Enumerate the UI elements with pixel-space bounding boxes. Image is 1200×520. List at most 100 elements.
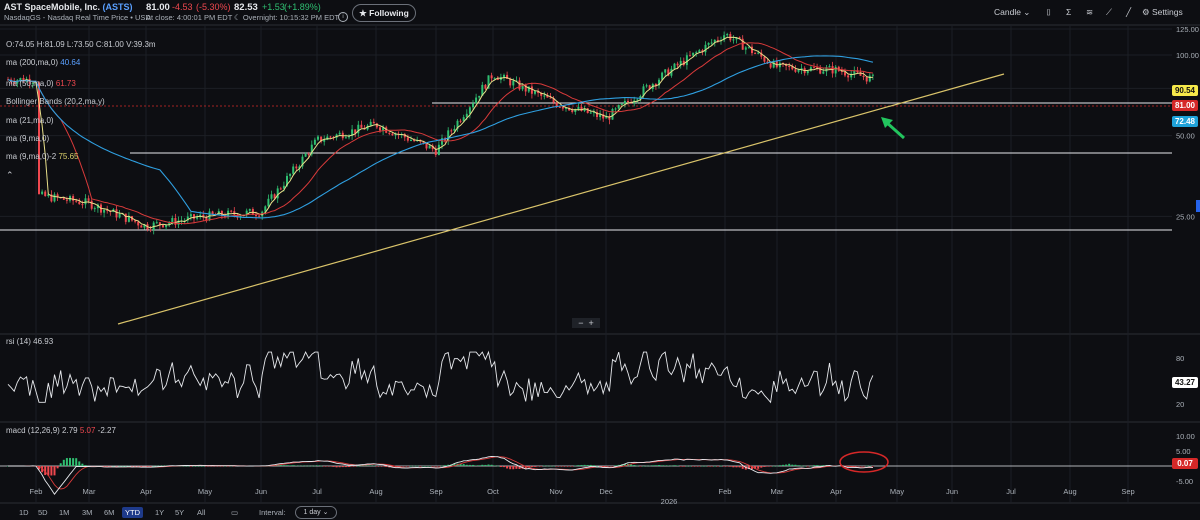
candle-body bbox=[716, 39, 719, 41]
macd-hist-bar bbox=[809, 465, 812, 467]
candle-body bbox=[707, 42, 710, 45]
macd-hist-bar bbox=[447, 464, 450, 466]
candle-body bbox=[450, 130, 453, 132]
candle-body bbox=[437, 144, 440, 156]
month-label: Oct bbox=[487, 487, 500, 496]
macd-hist-bar bbox=[546, 465, 549, 467]
legend-ma50[interactable]: ma (50,ma,0) 61.73 bbox=[6, 79, 76, 88]
macd-hist-bar bbox=[295, 465, 298, 466]
rsi-tick: 20 bbox=[1176, 400, 1184, 409]
legend-ma21[interactable]: ma (21,ma,0) bbox=[6, 116, 54, 125]
arrow-annotation bbox=[885, 120, 905, 140]
candle-body bbox=[410, 140, 412, 142]
candle-body bbox=[738, 37, 741, 39]
candle-body bbox=[267, 198, 270, 207]
price-chart[interactable]: Feb Mar Apr May Jun Jul Aug Sep Oct Nov Dec Feb Mar A… bbox=[0, 0, 1200, 505]
macd-hist-bar bbox=[227, 466, 230, 467]
candle-body bbox=[871, 74, 874, 76]
macd-hist-bar bbox=[651, 465, 654, 466]
candle-body bbox=[555, 102, 558, 107]
macd-hist-bar bbox=[152, 465, 155, 467]
tf-1d[interactable]: 1D bbox=[19, 508, 29, 517]
macd-hist-bar bbox=[816, 465, 819, 466]
drawing-icon[interactable]: ≋ bbox=[1086, 7, 1094, 17]
candle-body bbox=[307, 153, 310, 155]
candle-body bbox=[22, 78, 25, 82]
candle-body bbox=[506, 74, 509, 79]
candle-body bbox=[273, 194, 276, 199]
macd-hist-bar bbox=[326, 466, 329, 467]
macd-hist-bar bbox=[357, 465, 360, 467]
tf-5y[interactable]: 5Y bbox=[175, 508, 185, 517]
month-label: Jun bbox=[946, 487, 958, 496]
candle-body bbox=[338, 132, 341, 135]
macd-signal-line bbox=[8, 456, 873, 490]
candle-body bbox=[317, 136, 319, 140]
macd-hist-bar bbox=[140, 466, 143, 467]
candle-body bbox=[859, 72, 862, 76]
indicators-icon[interactable]: Σ bbox=[1066, 7, 1072, 17]
macd-hist-bar bbox=[552, 465, 555, 467]
candle-body bbox=[561, 106, 564, 109]
collapse-legend-icon[interactable]: ⌃ bbox=[6, 170, 14, 180]
macd-hist-bar bbox=[534, 466, 536, 467]
rsi-label[interactable]: rsi (14) 46.93 bbox=[6, 337, 54, 346]
candle-body bbox=[775, 60, 778, 68]
candle-body bbox=[819, 67, 822, 74]
side-panel-handle[interactable] bbox=[1196, 200, 1200, 212]
legend-ma9[interactable]: ma (9,ma,0) bbox=[6, 134, 50, 143]
info-icon[interactable]: i bbox=[338, 12, 348, 22]
candle-body bbox=[648, 85, 651, 89]
candle-body bbox=[797, 69, 800, 72]
macd-hist-bar bbox=[115, 466, 118, 467]
macd-hist-bar bbox=[403, 466, 406, 467]
candle-body bbox=[636, 99, 639, 101]
candle-body bbox=[518, 80, 521, 90]
legend-bollinger[interactable]: Bollinger Bands (20,2,ma,y) bbox=[6, 97, 105, 106]
macd-hist-bar bbox=[760, 466, 763, 468]
legend-ma9-2[interactable]: ma (9,ma,0)-2 75.65 bbox=[6, 152, 79, 161]
chart-type-select[interactable]: Candle ⌄ bbox=[994, 7, 1031, 17]
candle-body bbox=[158, 222, 161, 226]
candle-body bbox=[168, 222, 171, 225]
calendar-icon[interactable]: ▭ bbox=[231, 508, 239, 517]
macd-hist-bar bbox=[586, 464, 589, 466]
macd-label[interactable]: macd (12,26,9) 2.79 5.07 -2.27 bbox=[6, 426, 116, 435]
price-tick: 50.00 bbox=[1176, 132, 1195, 141]
following-button[interactable]: ★ Following bbox=[352, 4, 416, 22]
ticker[interactable]: (ASTS) bbox=[102, 2, 133, 12]
candle-body bbox=[685, 55, 688, 66]
macd-hist-bar bbox=[444, 465, 447, 466]
macd-hist-bar bbox=[853, 466, 856, 467]
candle-body bbox=[155, 222, 158, 224]
trend-icon[interactable]: ⟋ bbox=[1106, 7, 1112, 17]
tf-5d[interactable]: 5D bbox=[38, 508, 48, 517]
candle-body bbox=[472, 103, 474, 108]
legend-ma200[interactable]: ma (200,ma,0) 40.64 bbox=[6, 58, 81, 67]
tf-all[interactable]: All bbox=[197, 508, 206, 517]
candle-body bbox=[186, 216, 189, 221]
tf-6m[interactable]: 6M bbox=[104, 508, 115, 517]
tf-1m[interactable]: 1M bbox=[59, 508, 70, 517]
candle-body bbox=[344, 137, 347, 139]
interval-select[interactable]: 1 day ⌄ bbox=[295, 506, 337, 519]
compare-icon[interactable]: ⌷ bbox=[1046, 7, 1052, 17]
candle-body bbox=[354, 129, 357, 134]
zoom-out-button[interactable]: − bbox=[578, 318, 584, 328]
macd-hist-bar bbox=[689, 465, 691, 467]
zoom-in-button[interactable]: + bbox=[588, 318, 594, 328]
zoom-controls[interactable]: − + bbox=[572, 318, 600, 328]
tf-3m[interactable]: 3M bbox=[82, 508, 93, 517]
candle-body bbox=[137, 221, 140, 226]
macd-hist-bar bbox=[382, 466, 385, 467]
tf-1y[interactable]: 1Y bbox=[155, 508, 165, 517]
line-tool-icon[interactable]: ╱ bbox=[1126, 7, 1132, 17]
tf-ytd[interactable]: YTD bbox=[122, 507, 143, 518]
candle-body bbox=[320, 136, 323, 142]
settings-button[interactable]: ⚙ Settings bbox=[1142, 7, 1183, 17]
candle-body bbox=[521, 84, 524, 90]
macd-hist-bar bbox=[329, 466, 332, 467]
macd-hist-bar bbox=[506, 466, 509, 469]
candle-body bbox=[710, 42, 713, 44]
macd-hist-bar bbox=[540, 466, 543, 467]
